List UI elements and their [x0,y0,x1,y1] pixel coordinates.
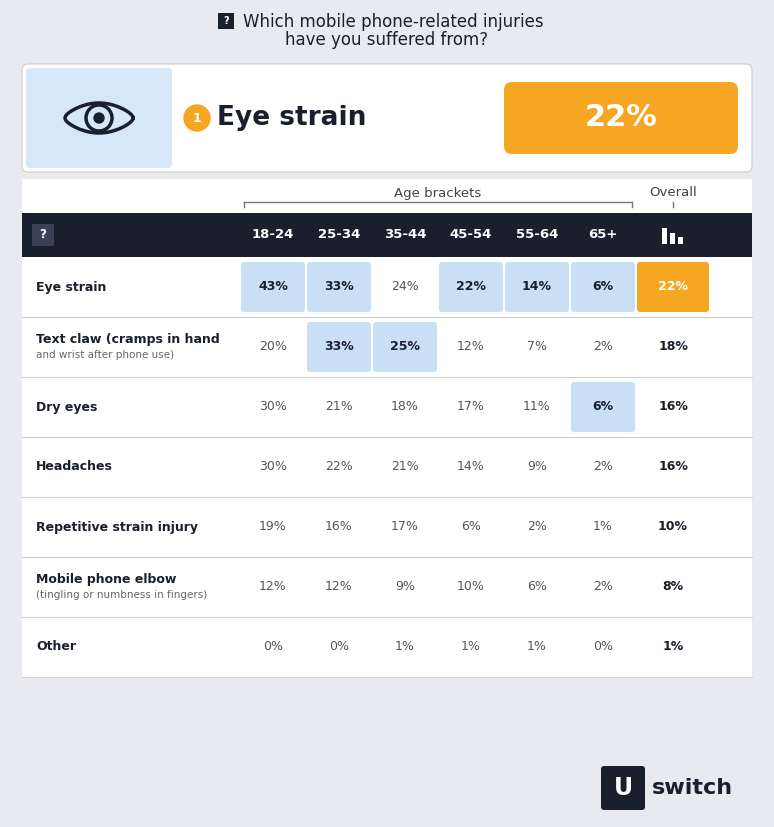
Text: 1%: 1% [527,640,547,653]
Text: 33%: 33% [324,341,354,353]
Text: 11%: 11% [523,400,551,414]
Text: 18%: 18% [391,400,419,414]
FancyBboxPatch shape [307,262,371,312]
Text: 24%: 24% [391,280,419,294]
Text: 2%: 2% [527,520,547,533]
Text: 55-64: 55-64 [515,228,558,241]
Text: 0%: 0% [263,640,283,653]
Text: 8%: 8% [663,581,683,594]
Text: Eye strain: Eye strain [217,105,366,131]
Text: Mobile phone elbow: Mobile phone elbow [36,572,176,586]
Text: and wrist after phone use): and wrist after phone use) [36,350,174,360]
Text: 1%: 1% [395,640,415,653]
Text: 14%: 14% [457,461,485,474]
FancyBboxPatch shape [637,262,709,312]
Text: 65+: 65+ [588,228,618,241]
FancyBboxPatch shape [241,262,305,312]
Text: Text claw (cramps in hand: Text claw (cramps in hand [36,332,220,346]
Text: 6%: 6% [592,400,614,414]
Text: 2%: 2% [593,341,613,353]
FancyBboxPatch shape [505,262,569,312]
Text: 12%: 12% [457,341,485,353]
Text: 12%: 12% [325,581,353,594]
Bar [662,228,667,244]
Text: 2%: 2% [593,461,613,474]
Bar [678,237,683,244]
Text: Which mobile phone-related injuries: Which mobile phone-related injuries [243,13,543,31]
Text: switch: switch [652,778,733,798]
Text: 17%: 17% [391,520,419,533]
FancyBboxPatch shape [571,262,635,312]
Text: 9%: 9% [527,461,547,474]
Text: Other: Other [36,640,76,653]
Text: 1%: 1% [663,640,683,653]
Text: 20%: 20% [259,341,287,353]
Text: have you suffered from?: have you suffered from? [286,31,488,49]
Bar [22,179,752,677]
Text: 22%: 22% [325,461,353,474]
FancyBboxPatch shape [307,322,371,372]
Text: 17%: 17% [457,400,485,414]
Text: 22%: 22% [658,280,688,294]
Text: 10%: 10% [457,581,485,594]
Text: 33%: 33% [324,280,354,294]
Text: Age brackets: Age brackets [395,187,481,199]
Text: 0%: 0% [329,640,349,653]
Text: 43%: 43% [258,280,288,294]
Text: Eye strain: Eye strain [36,280,106,294]
Text: 35-44: 35-44 [384,228,426,241]
Text: 45-54: 45-54 [450,228,492,241]
Text: 7%: 7% [527,341,547,353]
Text: 12%: 12% [259,581,287,594]
Text: 22%: 22% [584,103,657,132]
Text: Repetitive strain injury: Repetitive strain injury [36,520,198,533]
Text: Headaches: Headaches [36,461,113,474]
FancyBboxPatch shape [504,82,738,154]
Text: 21%: 21% [391,461,419,474]
Text: 30%: 30% [259,461,287,474]
FancyBboxPatch shape [439,262,503,312]
Text: 18%: 18% [658,341,688,353]
Text: 30%: 30% [259,400,287,414]
Text: 14%: 14% [522,280,552,294]
Text: U: U [614,776,632,800]
Text: 10%: 10% [658,520,688,533]
FancyBboxPatch shape [22,64,752,172]
Text: 2%: 2% [593,581,613,594]
Text: 6%: 6% [527,581,547,594]
Text: ?: ? [39,228,46,241]
Text: 0%: 0% [593,640,613,653]
Text: 6%: 6% [592,280,614,294]
Circle shape [94,113,104,123]
Text: 18-24: 18-24 [252,228,294,241]
Text: (tingling or numbness in fingers): (tingling or numbness in fingers) [36,590,207,600]
Text: 6%: 6% [461,520,481,533]
Text: 21%: 21% [325,400,353,414]
Text: 1: 1 [193,112,201,125]
Text: 22%: 22% [456,280,486,294]
Text: 25-34: 25-34 [318,228,360,241]
Text: 16%: 16% [658,461,688,474]
Text: 16%: 16% [325,520,353,533]
Text: 19%: 19% [259,520,287,533]
Text: 1%: 1% [461,640,481,653]
Text: Dry eyes: Dry eyes [36,400,98,414]
Bar [22,213,752,257]
Text: 25%: 25% [390,341,420,353]
Circle shape [184,105,210,131]
Text: 1%: 1% [593,520,613,533]
FancyBboxPatch shape [571,382,635,432]
Text: 9%: 9% [395,581,415,594]
FancyBboxPatch shape [373,322,437,372]
Bar [32,224,54,246]
FancyBboxPatch shape [26,68,172,168]
Bar [670,233,675,244]
Text: ?: ? [223,16,229,26]
Bar [218,13,234,29]
Text: 16%: 16% [658,400,688,414]
FancyBboxPatch shape [601,766,645,810]
Text: Overall: Overall [649,187,697,199]
